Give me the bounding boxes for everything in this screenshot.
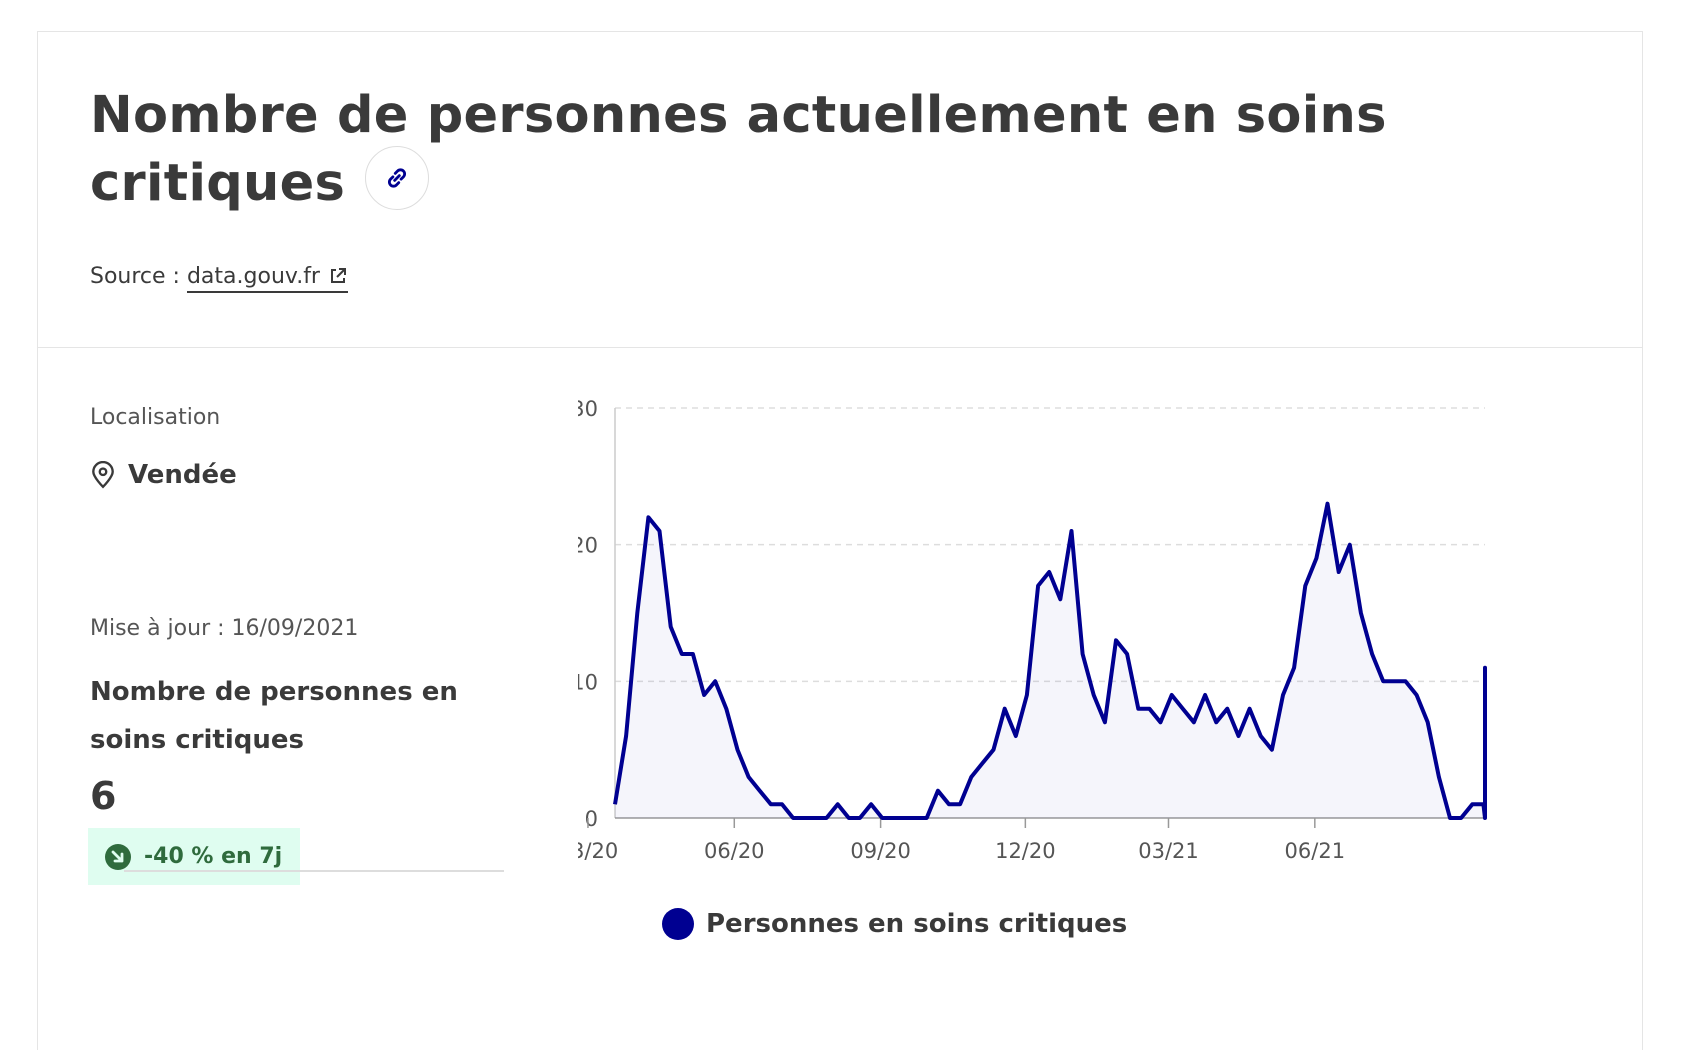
legend-label: Personnes en soins critiques — [706, 909, 1128, 939]
series-line — [613, 501, 1487, 820]
external-link-icon — [330, 268, 346, 283]
y-tick-label: 0 — [585, 807, 598, 831]
series-area — [615, 503, 1485, 818]
map-pin-icon — [92, 461, 114, 489]
x-tick-label: 06/20 — [704, 839, 765, 863]
location-label: Localisation — [90, 405, 221, 430]
update-date: Mise à jour : 16/09/2021 — [90, 616, 359, 641]
y-tick-label: 10 — [578, 670, 598, 694]
source-line: Source : data.gouv.fr — [90, 264, 348, 293]
chart-card: Nombre de personnes actuellement en soin… — [37, 31, 1643, 1050]
copy-link-button[interactable] — [365, 146, 430, 210]
chart-legend[interactable]: Personnes en soins critiques — [662, 908, 1127, 940]
legend-marker — [662, 908, 694, 940]
sidebar-divider — [124, 870, 504, 872]
metric-value: 6 — [90, 774, 117, 818]
source-prefix: Source : — [90, 264, 187, 289]
card-body: Localisation Vendée Mise à jour : 16/09/… — [38, 348, 1642, 1038]
y-tick-label: 20 — [578, 534, 598, 558]
x-tick-label: 03/20 — [578, 839, 618, 863]
card-header: Nombre de personnes actuellement en soin… — [38, 32, 1642, 348]
x-tick-label: 09/20 — [850, 839, 911, 863]
source-link[interactable]: data.gouv.fr — [186, 264, 348, 293]
chart-svg: 0 10 20 30 03/20 06/20 09/20 12/20 03/21 06/21 — [558, 397, 1487, 863]
arrow-down-right-icon — [105, 843, 131, 870]
page-title: Nombre de personnes actuellement en soin… — [90, 82, 1390, 218]
y-tick-label: 30 — [578, 397, 598, 421]
trend-text: -40 % en 7j — [144, 844, 283, 869]
metric-label: Nombre de personnes en soins critiques — [90, 677, 458, 755]
source-link-text: data.gouv.fr — [186, 264, 320, 289]
chart-area: 0 10 20 30 03/20 06/20 09/20 12/20 03/21 06/21 Pe… — [558, 348, 1608, 1038]
x-tick-label: 06/21 — [1285, 839, 1346, 863]
location-value: Vendée — [128, 460, 237, 490]
x-tick-label: 12/20 — [995, 839, 1056, 863]
title-text: Nombre de personnes actuellement en soin… — [90, 86, 1387, 213]
location-selector[interactable]: Vendée — [90, 460, 237, 490]
link-icon — [388, 168, 407, 188]
trend-badge: -40 % en 7j — [88, 828, 301, 885]
x-tick-label: 03/21 — [1138, 839, 1199, 863]
